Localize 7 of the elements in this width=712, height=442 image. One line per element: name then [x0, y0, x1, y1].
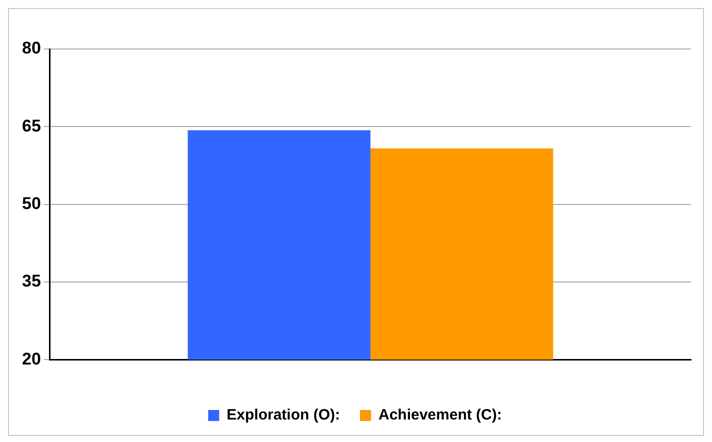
y-tick-label: 50	[22, 194, 41, 213]
y-tick-label: 80	[22, 38, 41, 58]
legend-label: Achievement (C):	[378, 406, 502, 424]
y-tick-label: 20	[22, 349, 41, 368]
y-tick-label: 35	[22, 272, 41, 291]
legend-label: Exploration (O):	[226, 406, 340, 424]
y-tick-label: 65	[22, 116, 41, 136]
